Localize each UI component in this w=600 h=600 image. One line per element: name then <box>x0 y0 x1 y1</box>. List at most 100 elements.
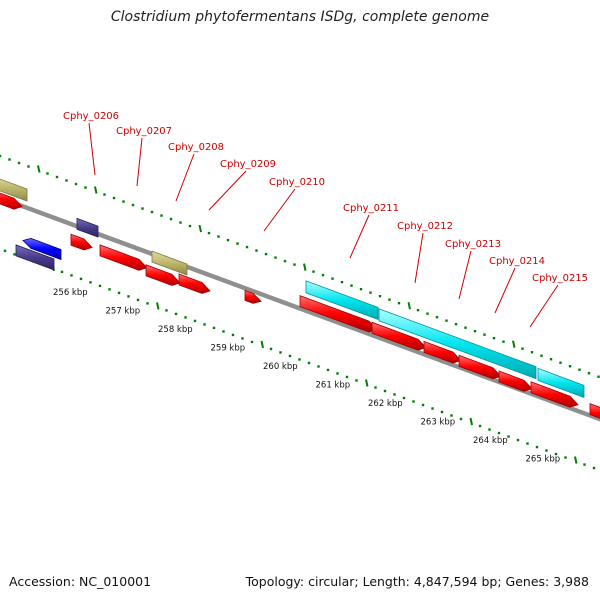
gene-feature-red <box>589 403 600 419</box>
gene-feature-dark <box>15 244 55 271</box>
major-tick <box>303 263 307 271</box>
minor-tick <box>207 231 211 235</box>
gene-feature-dark <box>76 217 99 238</box>
minor-tick <box>393 393 396 396</box>
minor-tick <box>526 442 529 445</box>
minor-tick <box>17 161 21 165</box>
minor-tick <box>488 428 491 431</box>
minor-tick <box>203 323 206 326</box>
minor-tick <box>355 379 358 382</box>
minor-tick <box>597 375 600 378</box>
minor-tick <box>435 315 439 319</box>
minor-tick <box>549 358 553 361</box>
major-tick <box>94 186 98 194</box>
position-label: 256 kbp <box>53 288 88 298</box>
minor-tick <box>340 280 344 284</box>
gene-label: Cphy_0211 <box>343 203 399 214</box>
minor-tick <box>359 287 363 291</box>
position-label: 264 kbp <box>473 436 508 446</box>
position-label-layer: 256 kbp 257 kbp 258 kbp 259 kbp 260 kbp 261 k… <box>53 288 560 465</box>
gene-leader-line <box>494 267 516 314</box>
minor-tick <box>326 368 330 372</box>
minor-tick <box>212 326 216 330</box>
minor-tick <box>583 463 586 466</box>
gene-feature-red <box>423 340 462 364</box>
major-tick <box>407 301 411 310</box>
minor-tick <box>374 386 377 389</box>
minor-tick <box>369 291 372 294</box>
minor-tick <box>298 358 301 361</box>
minor-tick <box>0 154 2 158</box>
gene-feature-cyan <box>378 308 537 380</box>
minor-tick <box>545 449 548 452</box>
minor-tick <box>250 340 254 344</box>
minor-tick <box>222 330 225 333</box>
minor-tick <box>421 403 425 407</box>
minor-tick <box>231 333 235 337</box>
minor-tick <box>336 372 339 375</box>
minor-tick <box>74 182 78 186</box>
minor-tick <box>440 410 444 414</box>
minor-tick <box>108 288 111 291</box>
minor-tick <box>397 301 401 305</box>
minor-tick <box>516 438 520 442</box>
minor-tick <box>112 196 116 200</box>
position-label: 265 kbp <box>526 455 561 465</box>
gene-feature-tan <box>151 250 188 276</box>
minor-tick <box>464 326 467 329</box>
map-title: Clostridium phytofermentans ISDg, comple… <box>110 9 490 25</box>
gene-feature-red <box>244 289 262 304</box>
minor-tick <box>454 322 458 326</box>
gene-label: Cphy_0213 <box>445 239 501 250</box>
minor-tick <box>188 224 192 228</box>
gene-feature-red <box>498 370 533 392</box>
minor-tick <box>530 351 534 354</box>
position-label: 259 kbp <box>211 344 246 354</box>
minor-tick <box>445 319 448 322</box>
minor-tick <box>184 316 187 319</box>
accession-text: Accession: NC_010001 <box>9 574 152 589</box>
gene-feature-red <box>530 381 579 408</box>
gene-leader-line <box>208 170 247 211</box>
position-label: 261 kbp <box>316 381 351 391</box>
minor-tick <box>55 175 59 179</box>
minor-tick <box>46 172 49 175</box>
minor-tick <box>459 417 463 421</box>
minor-tick <box>84 186 87 189</box>
gene-leader-line <box>136 137 143 187</box>
minor-tick <box>492 336 496 340</box>
gene-leader-line <box>414 232 424 284</box>
minor-tick <box>450 414 453 417</box>
gene-feature-tan <box>0 178 28 202</box>
minor-tick <box>269 347 273 351</box>
minor-tick <box>592 466 596 470</box>
major-tick <box>156 302 160 310</box>
gene-feature-red <box>0 192 23 210</box>
minor-tick <box>255 249 258 252</box>
minor-tick <box>174 312 178 316</box>
gene-label: Cphy_0214 <box>489 256 545 267</box>
gene-feature-red <box>99 244 148 271</box>
position-label: 260 kbp <box>263 362 298 372</box>
minor-tick <box>193 319 197 323</box>
minor-tick <box>127 295 130 298</box>
minor-tick <box>317 365 320 368</box>
gene-feature-red <box>178 273 211 294</box>
gene-feature-red <box>371 321 427 351</box>
minor-tick <box>293 263 296 266</box>
gene-feature-blue <box>22 237 62 261</box>
minor-tick <box>564 456 567 459</box>
minor-tick <box>559 361 562 364</box>
gene-leader-line <box>175 153 195 202</box>
gene-label: Cphy_0207 <box>116 126 172 137</box>
minor-tick <box>402 396 406 400</box>
minor-tick <box>150 210 154 214</box>
gene-label: Cphy_0209 <box>220 159 276 170</box>
tick-rings <box>0 154 600 470</box>
minor-tick <box>478 424 482 428</box>
minor-tick <box>587 372 591 375</box>
minor-tick <box>103 193 106 196</box>
minor-tick <box>165 309 168 312</box>
gene-label: Cphy_0210 <box>269 177 325 188</box>
minor-tick <box>540 354 543 357</box>
